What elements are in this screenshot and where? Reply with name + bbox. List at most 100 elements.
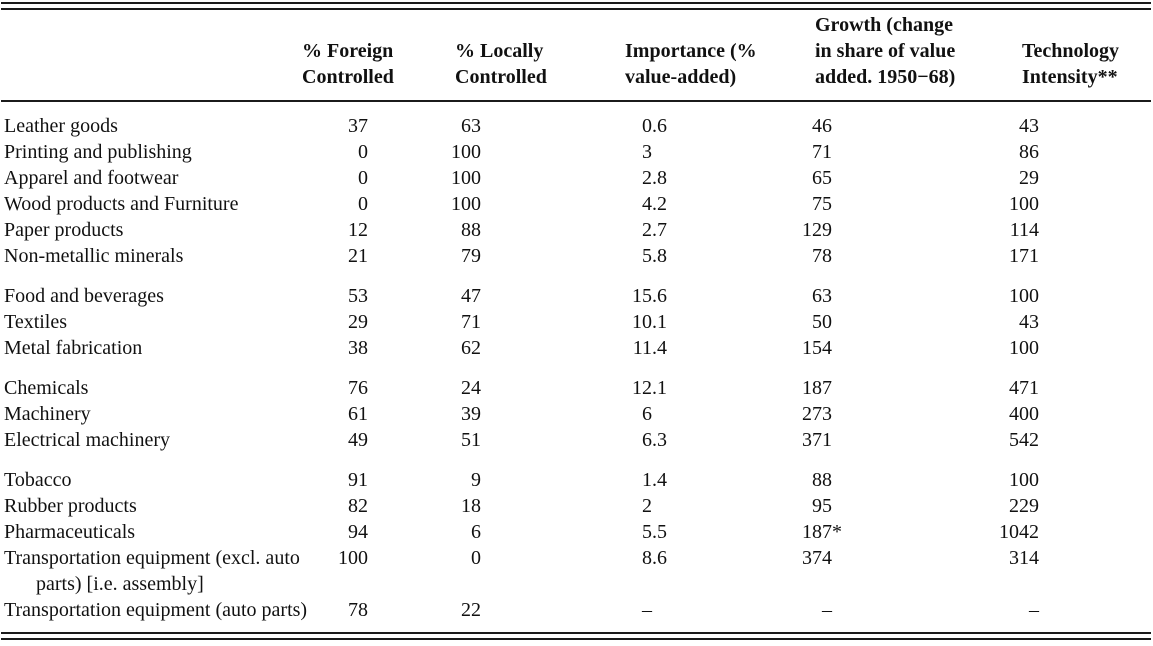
cell-technology-intensity: 100 <box>1009 337 1039 359</box>
row-label-line: Metal fabrication <box>4 337 143 359</box>
row-label-line: Wood products and Furniture <box>4 193 239 215</box>
cell-growth: 273 <box>678 401 832 427</box>
cell-importance-frac: .3 <box>652 429 667 451</box>
table-row: Leather goods 37 63 0.6 46 43 <box>0 113 1153 139</box>
col-header-growth: Growth (change in share of value added. … <box>815 12 955 90</box>
table-top-rule-outer <box>1 2 1151 4</box>
cell-technology-intensity: 1042 <box>999 521 1039 543</box>
cell-foreign-controlled: 0 <box>358 167 368 189</box>
table-body: Leather goods 37 63 0.6 46 43 Printing and pub… <box>0 102 1153 623</box>
col-header-importance: Importance (% value-added) <box>625 38 757 90</box>
row-label-line: Food and beverages <box>4 285 164 307</box>
cell-importance-frac: .4 <box>652 337 667 359</box>
cell-technology-intensity: 86 <box>1019 141 1039 163</box>
cell-importance-int: 2 <box>642 219 652 241</box>
table-row: Transportation equipment (excl. auto part… <box>0 545 1153 597</box>
growth-value: 129 <box>802 219 832 241</box>
growth-value: 374 <box>802 547 832 569</box>
table-row: Printing and publishing 0 100 3 71 86 <box>0 139 1153 165</box>
cell-foreign-controlled: 0 <box>358 141 368 163</box>
cell-foreign-controlled: 61 <box>348 403 368 425</box>
row-label-line: Tobacco <box>4 469 72 491</box>
cell-importance-frac: .6 <box>652 115 667 137</box>
cell-locally-controlled: 100 <box>451 141 481 163</box>
cell-importance-int: 4 <box>642 193 652 215</box>
table-row: Machinery 61 39 6 273 400 <box>0 401 1153 427</box>
row-label-line: Apparel and footwear <box>4 167 179 189</box>
cell-locally-controlled: 71 <box>461 311 481 333</box>
cell-growth: 71 <box>678 139 832 165</box>
cell-foreign-controlled: 82 <box>348 495 368 517</box>
cell-growth: 78 <box>678 243 832 269</box>
table-row: Rubber products 82 18 2 95 229 <box>0 493 1153 519</box>
cell-importance-frac: .8 <box>652 167 667 189</box>
cell-growth: 187 <box>678 375 832 401</box>
cell-foreign-controlled: 49 <box>348 429 368 451</box>
cell-foreign-controlled: 21 <box>348 245 368 267</box>
header-rule <box>1 100 1151 102</box>
col-header-line: value-added) <box>625 66 737 88</box>
row-label: Pharmaceuticals <box>0 519 315 545</box>
cell-technology-intensity: 43 <box>1019 311 1039 333</box>
table-row: Electrical machinery 49 51 6.3 371 542 <box>0 427 1153 453</box>
row-label: Non-metallic minerals <box>0 243 315 269</box>
table-row: Transportation equipment (auto parts) 78 2… <box>0 597 1153 623</box>
cell-technology-intensity: 100 <box>1009 469 1039 491</box>
table-row: Metal fabrication 38 62 11.4 154 100 <box>0 335 1153 361</box>
growth-value: 75 <box>812 193 832 215</box>
col-header-line: Controlled <box>302 66 394 88</box>
cell-importance-frac: .4 <box>652 469 667 491</box>
table-row: Textiles 29 71 10.1 50 43 <box>0 309 1153 335</box>
cell-importance-frac: .8 <box>652 245 667 267</box>
row-label: Transportation equipment (excl. auto part… <box>0 545 315 597</box>
growth-value: 273 <box>802 403 832 425</box>
cell-locally-controlled: 88 <box>461 219 481 241</box>
col-header-line: % Locally <box>455 40 544 62</box>
cell-importance-int: 15 <box>632 285 652 307</box>
row-label-line: Pharmaceuticals <box>4 521 136 543</box>
cell-importance-frac: .1 <box>652 377 667 399</box>
cell-importance-frac: .7 <box>652 219 667 241</box>
cell-foreign-controlled: 29 <box>348 311 368 333</box>
cell-growth: 129 <box>678 217 832 243</box>
cell-foreign-controlled: 53 <box>348 285 368 307</box>
row-label: Paper products <box>0 217 315 243</box>
cell-technology-intensity: 29 <box>1019 167 1039 189</box>
table-bottom-rule-outer <box>1 632 1151 634</box>
cell-technology-intensity: 100 <box>1009 193 1039 215</box>
table-row: Pharmaceuticals 94 6 5.5 187 * 1042 <box>0 519 1153 545</box>
growth-value: 78 <box>812 245 832 267</box>
growth-value: 50 <box>812 311 832 333</box>
row-label: Electrical machinery <box>0 427 315 453</box>
cell-locally-controlled: 22 <box>461 599 481 621</box>
cell-importance-int: 3 <box>642 141 652 163</box>
cell-importance-int: 8 <box>642 547 652 569</box>
cell-foreign-controlled: 94 <box>348 521 368 543</box>
table-row: Tobacco 91 9 1.4 88 100 <box>0 467 1153 493</box>
col-header-line: Importance (% <box>625 40 757 62</box>
footnote-asterisk: * <box>832 521 842 543</box>
row-label: Apparel and footwear <box>0 165 315 191</box>
col-header-line: Growth (change <box>815 14 953 36</box>
cell-growth: 65 <box>678 165 832 191</box>
cell-locally-controlled: 18 <box>461 495 481 517</box>
cell-importance-int: 5 <box>642 245 652 267</box>
cell-technology-intensity: 114 <box>1009 219 1039 241</box>
row-label: Leather goods <box>0 113 315 139</box>
cell-locally-controlled: 51 <box>461 429 481 451</box>
col-header-line: % Foreign <box>302 40 394 62</box>
cell-importance-int: – <box>642 599 652 621</box>
cell-locally-controlled: 79 <box>461 245 481 267</box>
cell-importance-frac: .5 <box>652 521 667 543</box>
col-header-technology-intensity: Technology Intensity** <box>1022 38 1119 90</box>
cell-foreign-controlled: 38 <box>348 337 368 359</box>
cell-importance-int: 0 <box>642 115 652 137</box>
row-label: Metal fabrication <box>0 335 315 361</box>
row-label: Transportation equipment (auto parts) <box>0 597 315 623</box>
row-label: Chemicals <box>0 375 315 401</box>
growth-value: 187 <box>802 377 832 399</box>
col-header-line: Controlled <box>455 66 547 88</box>
cell-growth: 374 <box>678 545 832 571</box>
cell-foreign-controlled: 0 <box>358 193 368 215</box>
